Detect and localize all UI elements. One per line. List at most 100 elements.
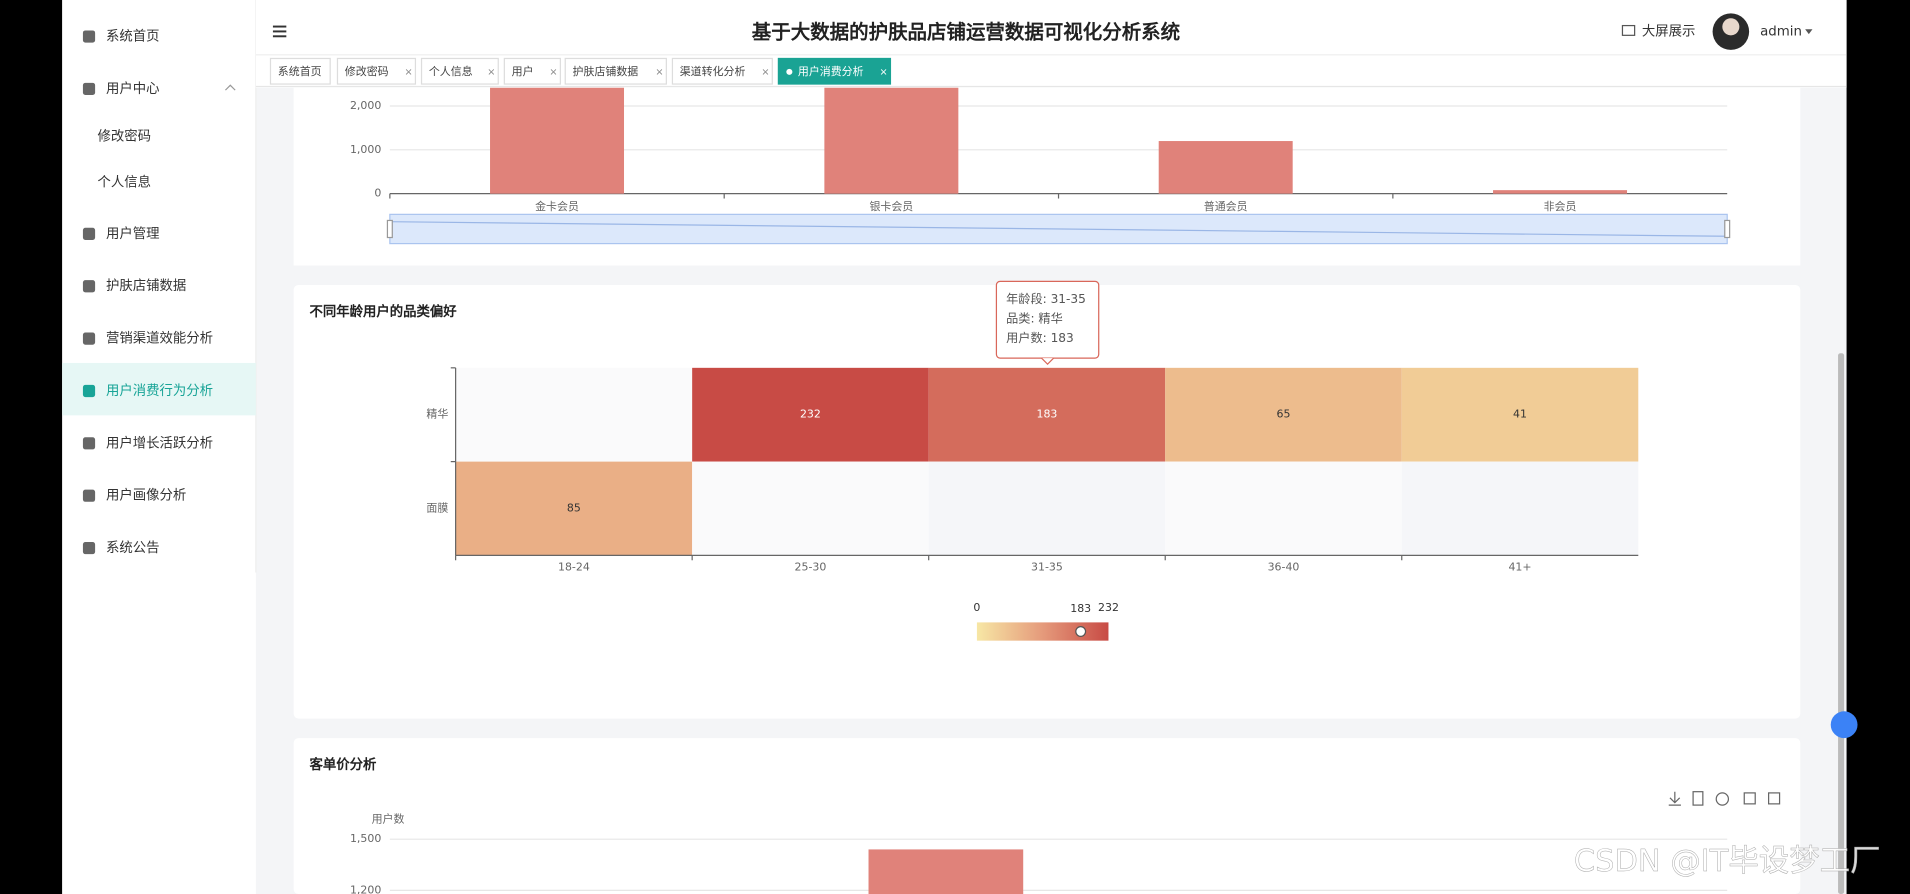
menu-icon bbox=[82, 280, 96, 293]
tab-label: 护肤店铺数据 bbox=[573, 64, 639, 78]
y-tick-label: 0 bbox=[374, 187, 381, 200]
menu-icon bbox=[82, 30, 96, 43]
tab-close: × bbox=[404, 67, 412, 78]
menu-item[interactable]: 系统首页 bbox=[106, 29, 160, 45]
panel-price bbox=[293, 738, 1801, 894]
tab-close: × bbox=[549, 67, 557, 78]
empty-cell bbox=[928, 461, 1166, 556]
y-axis-name: 用户数 bbox=[372, 812, 405, 826]
x-tick-label: 银卡会员 bbox=[869, 199, 913, 213]
cell-label: 85 bbox=[567, 502, 581, 515]
tab[interactable] bbox=[503, 57, 561, 85]
tab-dot bbox=[786, 68, 793, 75]
tab[interactable] bbox=[671, 57, 773, 85]
tab[interactable] bbox=[564, 57, 667, 85]
bar bbox=[1493, 190, 1628, 194]
tab-label: 系统首页 bbox=[278, 64, 322, 78]
menu-icon bbox=[82, 332, 96, 345]
tab-label: 渠道转化分析 bbox=[680, 64, 746, 78]
visual-map-bar bbox=[976, 622, 1109, 641]
user-caret bbox=[1805, 29, 1813, 35]
big-screen-link[interactable]: 大屏展示 bbox=[1642, 24, 1696, 40]
menu-item[interactable]: 护肤店铺数据 bbox=[106, 278, 186, 294]
menu-icon bbox=[82, 437, 96, 450]
bar bbox=[1158, 141, 1293, 194]
tab[interactable] bbox=[777, 57, 892, 85]
menu-icon bbox=[82, 82, 96, 96]
visual-map-max: 232 bbox=[1098, 601, 1119, 614]
empty-cell bbox=[455, 367, 693, 462]
tab-label: 个人信息 bbox=[429, 64, 473, 78]
zoom-handle[interactable] bbox=[386, 219, 393, 239]
menu-item[interactable]: 用户增长活跃分析 bbox=[106, 434, 213, 451]
menu-item[interactable]: 用户消费行为分析 bbox=[106, 382, 213, 399]
x-tick-label: 金卡会员 bbox=[535, 199, 579, 213]
menu-icon bbox=[82, 489, 96, 502]
screen-icon bbox=[1621, 24, 1636, 36]
menu-icon[interactable] bbox=[272, 25, 287, 38]
tab[interactable] bbox=[336, 57, 417, 85]
side-toggle[interactable] bbox=[1830, 711, 1858, 739]
toolbox[interactable] bbox=[1668, 791, 1781, 806]
tab-close: × bbox=[655, 67, 663, 78]
menu-icon bbox=[82, 542, 96, 555]
zoom-handle[interactable] bbox=[1724, 219, 1731, 239]
menu-icon bbox=[82, 227, 96, 240]
tab-label: 用户 bbox=[512, 64, 534, 78]
y-tick-label: 面膜 bbox=[426, 502, 448, 515]
heat-cell[interactable] bbox=[692, 367, 929, 462]
bar bbox=[824, 87, 959, 194]
tooltip-line: 年龄段: 31-35 bbox=[1006, 291, 1086, 306]
menu-item[interactable]: 个人信息 bbox=[98, 174, 152, 191]
watermark: CSDN @IT毕设梦工厂 bbox=[1574, 844, 1881, 879]
cell-label: 232 bbox=[800, 408, 821, 421]
menu-icon bbox=[82, 384, 96, 398]
tooltip-line: 品类: 精华 bbox=[1006, 311, 1063, 326]
menu-caret bbox=[224, 84, 236, 91]
y-tick-label: 精华 bbox=[426, 407, 448, 421]
price-chart: 1,200 1,500 bbox=[350, 832, 1728, 894]
tab[interactable] bbox=[269, 57, 331, 85]
y-tick-label: 1,000 bbox=[350, 143, 381, 156]
x-tick-label: 18-24 bbox=[558, 561, 590, 574]
menu-item[interactable]: 用户中心 bbox=[106, 80, 160, 97]
menu-item[interactable]: 营销渠道效能分析 bbox=[106, 331, 213, 347]
visual-map-value: 183 bbox=[1070, 602, 1091, 615]
x-tick-label: 普通会员 bbox=[1204, 199, 1248, 213]
x-tick-label: 41+ bbox=[1508, 561, 1531, 574]
heat-cell[interactable] bbox=[928, 367, 1166, 462]
menu-item[interactable]: 用户管理 bbox=[106, 225, 160, 242]
tab-close: × bbox=[879, 67, 887, 78]
scrollbar bbox=[1838, 353, 1845, 894]
empty-cell bbox=[1401, 461, 1639, 556]
panel-title: 客单价分析 bbox=[308, 756, 377, 773]
tab[interactable] bbox=[420, 57, 499, 85]
visual-map-handle[interactable] bbox=[1075, 626, 1087, 638]
tab-label: 修改密码 bbox=[345, 64, 389, 78]
bar bbox=[490, 87, 625, 194]
heat-cell[interactable] bbox=[1401, 367, 1639, 462]
bar bbox=[868, 849, 1024, 894]
empty-cell bbox=[692, 461, 929, 556]
heat-cell[interactable] bbox=[455, 461, 693, 556]
user-name[interactable]: admin bbox=[1760, 25, 1802, 40]
menu-item[interactable]: 系统公告 bbox=[106, 540, 160, 556]
cell-label: 41 bbox=[1513, 408, 1527, 421]
x-tick-label: 31-35 bbox=[1031, 561, 1063, 574]
x-tick-label: 36-40 bbox=[1268, 561, 1300, 574]
menu-item[interactable]: 用户画像分析 bbox=[106, 487, 186, 504]
menu-item[interactable]: 修改密码 bbox=[98, 127, 152, 144]
tab-label: 用户消费分析 bbox=[798, 64, 864, 78]
heat-cell[interactable] bbox=[1165, 367, 1402, 462]
panel-title: 不同年龄用户的品类偏好 bbox=[309, 303, 457, 320]
tab-close: × bbox=[761, 67, 769, 78]
tooltip-pointer bbox=[1041, 357, 1055, 366]
system-title: 基于大数据的护肤品店铺运营数据可视化分析系统 bbox=[751, 20, 1181, 43]
cell-label: 183 bbox=[1037, 408, 1058, 421]
cell-label: 65 bbox=[1277, 408, 1291, 421]
empty-cell bbox=[1165, 461, 1402, 556]
member-chart: 0 1,000 2,000 金卡会员 银卡会员 普通会员 非会员 bbox=[350, 87, 1728, 213]
y-tick-label: 1,500 bbox=[350, 832, 381, 845]
